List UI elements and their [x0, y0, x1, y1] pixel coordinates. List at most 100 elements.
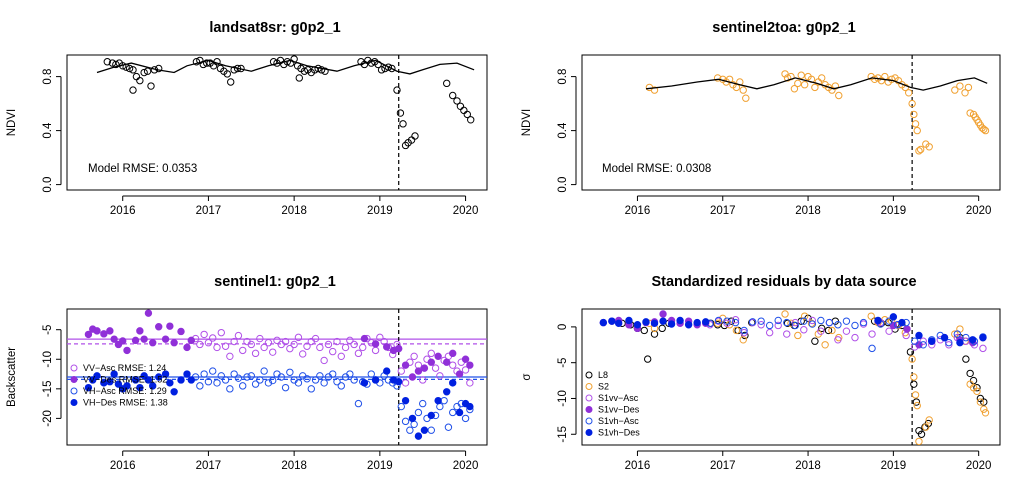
data-point [834, 321, 842, 329]
data-point [103, 58, 111, 66]
data-point [243, 373, 251, 381]
data-point [808, 316, 817, 325]
data-point [217, 328, 225, 337]
data-point [797, 71, 805, 79]
data-point [460, 106, 468, 115]
data-point [213, 379, 221, 387]
y-tick-label: -5 [42, 325, 54, 335]
data-point [360, 379, 369, 387]
data-point [384, 63, 393, 71]
data-point [419, 399, 427, 408]
data-point [329, 347, 337, 356]
data-point [354, 349, 363, 358]
legend-marker [585, 383, 593, 390]
x-tick-label: 2016 [110, 205, 136, 217]
legend-marker [70, 364, 78, 372]
legend-label: L8 [598, 370, 608, 380]
x-tick-label: 2017 [196, 205, 222, 217]
data-point [956, 82, 964, 90]
x-tick-label: 2020 [966, 460, 992, 472]
data-point [741, 331, 749, 340]
data-point [367, 370, 375, 378]
data-point [196, 382, 204, 390]
data-point [346, 336, 354, 345]
data-point [383, 343, 391, 351]
data-point [676, 316, 684, 325]
data-point [742, 94, 750, 102]
data-point [383, 367, 391, 375]
data-point [922, 423, 930, 431]
data-point [161, 370, 170, 378]
data-point [371, 376, 380, 384]
legend-marker [70, 387, 78, 395]
data-point [910, 110, 918, 119]
data-point [256, 376, 264, 384]
data-point [917, 430, 926, 438]
chart-title: Standardized residuals by data source [651, 274, 916, 290]
x-tick-label: 2017 [710, 205, 736, 217]
data-point [155, 323, 163, 331]
data-point [748, 318, 757, 326]
data-point [187, 376, 195, 384]
data-point [640, 326, 648, 335]
data-point [765, 321, 774, 330]
data-point [466, 402, 474, 411]
legend-label: S1vv−Asc [598, 393, 639, 403]
data-point [221, 342, 230, 350]
data-point [106, 378, 114, 386]
data-point [155, 373, 163, 381]
data-point [757, 317, 765, 325]
data-point [420, 426, 429, 434]
data-point [333, 378, 341, 386]
chart-title: sentinel1: g0p2_1 [214, 274, 336, 290]
data-point [783, 330, 791, 338]
data-point [200, 330, 208, 339]
data-point [414, 432, 423, 440]
data-point [414, 408, 423, 417]
data-point [898, 318, 906, 327]
x-tick-label: 2019 [367, 205, 393, 217]
data-point [230, 66, 238, 74]
data-point [461, 414, 470, 423]
data-point [303, 342, 311, 350]
data-point [93, 372, 101, 380]
data-point [794, 331, 802, 340]
x-tick-label: 2018 [281, 460, 307, 472]
data-point [463, 110, 471, 119]
data-point [406, 426, 414, 434]
data-point [239, 346, 247, 355]
y-tick-label: 0.4 [42, 122, 54, 139]
data-point [100, 330, 108, 338]
data-point [910, 337, 919, 345]
data-point [204, 378, 213, 386]
data-point [449, 361, 457, 369]
legend-marker [585, 394, 593, 402]
data-point [209, 367, 217, 375]
data-point [980, 405, 988, 413]
data-point [870, 75, 879, 84]
data-point [294, 379, 303, 387]
data-point [908, 355, 916, 363]
panel-sentinel2toa: sentinel2toa: g0p2_1 NDVI 0.0 0.4 0.8 2016 201… [521, 20, 1001, 217]
data-point [136, 327, 144, 335]
data-point [177, 376, 185, 384]
data-point [311, 376, 320, 384]
data-point [608, 317, 616, 325]
data-point [317, 66, 326, 74]
data-point [187, 336, 195, 345]
data-point [204, 339, 213, 347]
data-point [166, 322, 174, 330]
data-point [684, 321, 693, 329]
data-point [230, 370, 238, 378]
data-point [650, 330, 659, 338]
data-point [106, 327, 114, 335]
data-point [821, 341, 829, 349]
data-point [825, 318, 834, 327]
data-point [449, 379, 457, 387]
data-point [177, 327, 185, 336]
data-point [320, 356, 328, 365]
data-point [431, 364, 440, 372]
data-point [277, 373, 285, 381]
data-point [915, 147, 923, 155]
